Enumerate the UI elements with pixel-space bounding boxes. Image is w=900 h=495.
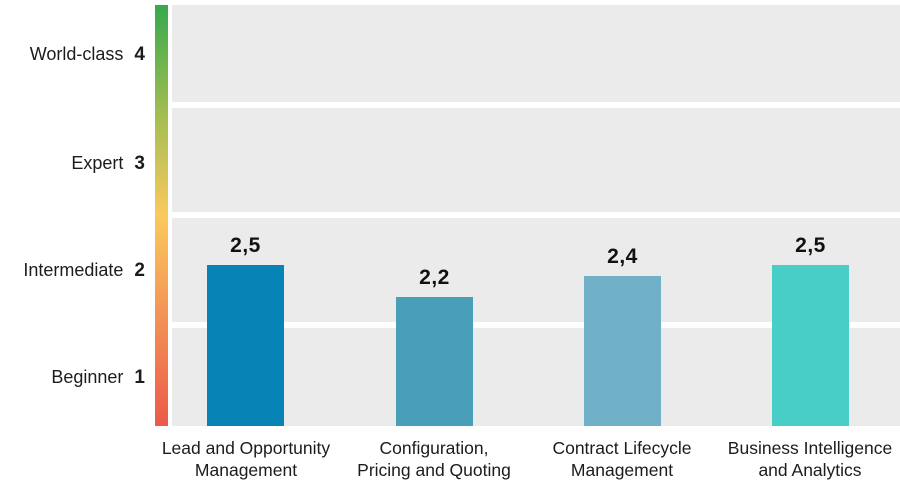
level-value: 1 <box>134 367 145 388</box>
x-label-line: Management <box>194 460 298 480</box>
y-axis-label-expert: Expert 3 <box>0 150 145 176</box>
y-axis-label-beginner: Beginner 1 <box>0 364 145 390</box>
x-label-line: Management <box>570 460 674 480</box>
bar-value-label: 2,4 <box>607 244 638 268</box>
bar-value-label: 2,5 <box>230 233 261 257</box>
level-value: 4 <box>134 44 145 65</box>
bar-value-label: 2,5 <box>795 233 826 257</box>
y-axis-label-intermediate: Intermediate 2 <box>0 257 145 283</box>
y-axis-label-world-class: World-class 4 <box>0 41 145 67</box>
bar-configuration-pricing-and-quoting <box>396 297 473 426</box>
gridline <box>172 322 900 328</box>
bar-lead-and-opportunity-management <box>207 264 284 426</box>
level-value: 3 <box>134 153 145 174</box>
plot-area: 2,5 2,2 2,4 2,5 <box>172 5 900 426</box>
gridline <box>172 212 900 218</box>
bar-value-label: 2,2 <box>419 266 450 289</box>
x-axis-label-configuration-pricing-and-quoting: Configuration, Pricing and Quoting <box>314 437 554 481</box>
x-axis-label-business-intelligence-and-analytics: Business Intelligence and Analytics <box>690 437 900 481</box>
level-name: Beginner <box>51 367 124 387</box>
bar-contract-lifecycle-management <box>584 275 661 426</box>
bar-business-intelligence-and-analytics <box>772 264 849 426</box>
level-name: World-class <box>29 44 124 64</box>
x-label-line: Lead and Opportunity <box>161 438 331 458</box>
x-label-line: Configuration, <box>379 438 489 458</box>
maturity-gradient-scale <box>155 5 168 426</box>
level-value: 2 <box>134 260 145 281</box>
x-label-line: Business Intelligence <box>727 438 893 458</box>
x-label-line: and Analytics <box>758 460 862 480</box>
level-name: Expert <box>71 153 124 173</box>
x-label-line: Pricing and Quoting <box>357 460 511 480</box>
level-name: Intermediate <box>23 260 124 280</box>
x-label-line: Contract Lifecycle <box>552 438 692 458</box>
x-axis-label-contract-lifecycle-management: Contract Lifecycle Management <box>502 437 742 481</box>
x-axis-label-lead-and-opportunity-management: Lead and Opportunity Management <box>126 437 366 481</box>
gridline <box>172 102 900 108</box>
